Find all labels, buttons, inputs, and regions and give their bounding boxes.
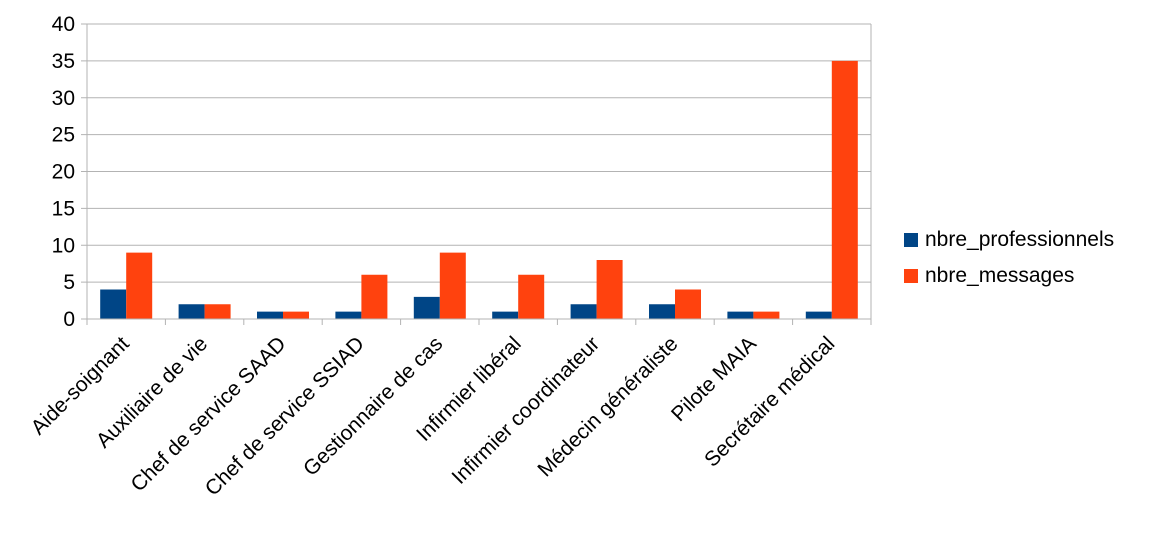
legend-item-series-2: nbre_messages xyxy=(904,258,1114,294)
y-tick-label: 25 xyxy=(52,124,75,147)
y-tick-label: 15 xyxy=(52,197,75,220)
legend-item-series-1: nbre_professionnels xyxy=(904,222,1114,258)
y-tick-label: 0 xyxy=(63,308,75,331)
x-tick-label: Gestionnaire de cas xyxy=(299,332,447,480)
bar-nbre_professionnels-4 xyxy=(413,296,440,319)
bars xyxy=(100,60,858,319)
bar-nbre_messages-7 xyxy=(675,289,701,319)
bar-nbre_professionnels-3 xyxy=(335,311,362,319)
bar-nbre_professionnels-7 xyxy=(649,304,675,319)
y-tick-label: 5 xyxy=(63,271,75,294)
bar-nbre_messages-6 xyxy=(596,260,623,319)
bar-nbre_professionnels-9 xyxy=(805,311,832,319)
bar-nbre_messages-1 xyxy=(204,304,231,319)
x-tick-label: Chef de service SAAD xyxy=(127,332,291,496)
bar-nbre_professionnels-8 xyxy=(727,311,754,319)
y-tick-labels: 0 5 10 15 20 25 30 35 40 xyxy=(52,13,75,331)
y-tick-label: 10 xyxy=(52,234,75,257)
bar-nbre_professionnels-5 xyxy=(492,311,519,319)
legend-label-series-1: nbre_professionnels xyxy=(925,228,1115,251)
y-tick-label: 30 xyxy=(52,87,75,110)
x-tick-label: Secrétaire médical xyxy=(700,332,839,471)
axes xyxy=(81,23,872,325)
x-tick-label: Médecin généraliste xyxy=(533,332,682,481)
bar-nbre_messages-3 xyxy=(361,274,388,319)
legend-swatch-series-2 xyxy=(904,269,918,283)
bar-nbre_professionnels-6 xyxy=(570,304,597,319)
bar-nbre_messages-0 xyxy=(126,252,153,319)
gridlines xyxy=(87,23,871,283)
bar-nbre_professionnels-2 xyxy=(257,311,283,319)
bar-nbre_messages-4 xyxy=(439,252,466,319)
legend-swatch-series-1 xyxy=(904,233,918,247)
bar-nbre_messages-2 xyxy=(283,311,309,319)
bar-nbre_messages-9 xyxy=(831,60,858,319)
bar-nbre_messages-8 xyxy=(753,311,780,319)
y-tick-label: 40 xyxy=(52,13,75,36)
legend-label-series-2: nbre_messages xyxy=(925,264,1075,287)
bar-nbre_professionnels-0 xyxy=(100,289,127,319)
x-tick-label: Infirmier coordinateur xyxy=(448,332,605,489)
y-tick-label: 35 xyxy=(52,50,75,73)
x-tick-label: Chef de service SSIAD xyxy=(201,332,369,500)
bar-nbre_professionnels-1 xyxy=(178,304,205,319)
y-tick-label: 20 xyxy=(52,161,75,184)
bar-nbre_messages-5 xyxy=(518,274,545,319)
legend: nbre_professionnels nbre_messages xyxy=(904,222,1114,294)
